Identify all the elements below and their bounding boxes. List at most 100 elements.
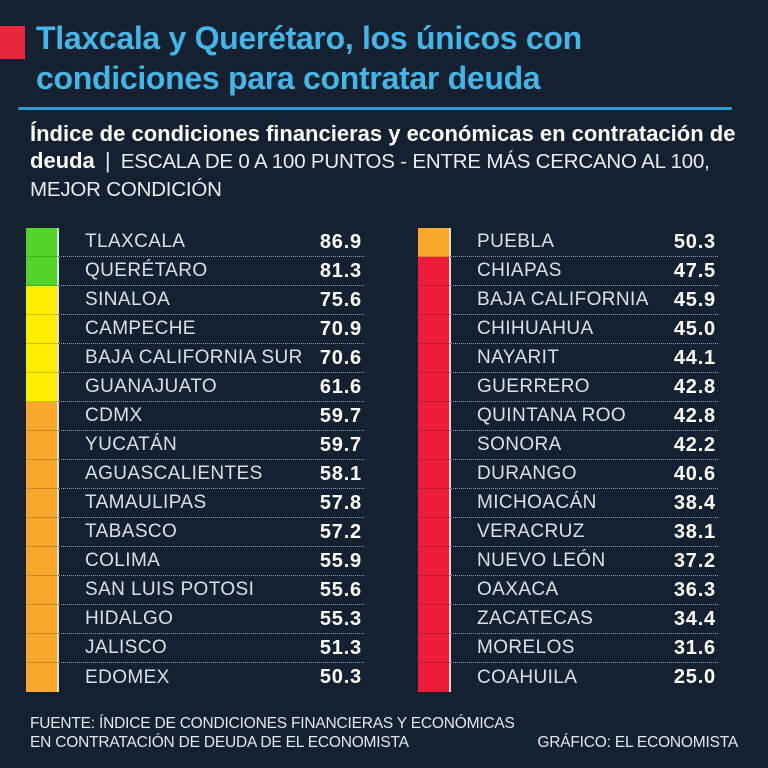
state-row-content: JALISCO 51.3: [57, 634, 364, 663]
chart-subtitle: Índice de condiciones financieras y econ…: [30, 120, 736, 203]
state-score: 42.2: [673, 433, 716, 456]
tier-color-swatch: [418, 634, 449, 663]
state-name: ZACATECAS: [477, 608, 594, 629]
tier-color-swatch: [418, 344, 449, 373]
state-row: QUINTANA ROO 42.8: [418, 402, 718, 431]
state-row-content: GUERRERO 42.8: [449, 373, 718, 402]
tier-color-swatch: [418, 402, 449, 431]
state-row-content: CHIHUAHUA 45.0: [449, 315, 718, 344]
ranking-column-left: TLAXCALA 86.9 QUERÉTARO 81.3 SINALOA 75.6 CAMP…: [26, 228, 364, 692]
subtitle-separator: |: [104, 148, 111, 173]
state-row: JALISCO 51.3: [26, 634, 364, 663]
state-row: NAYARIT 44.1: [418, 344, 718, 373]
tier-color-swatch: [26, 402, 57, 431]
state-score: 61.6: [319, 375, 362, 398]
state-row-content: MORELOS 31.6: [449, 634, 718, 663]
state-row-content: COAHUILA 25.0: [449, 663, 718, 692]
tier-color-swatch: [26, 344, 57, 373]
state-score: 86.9: [319, 230, 362, 253]
state-row-content: CDMX 59.7: [57, 402, 364, 431]
state-name: SONORA: [477, 434, 562, 455]
state-row: AGUASCALIENTES 58.1: [26, 460, 364, 489]
state-name: QUINTANA ROO: [477, 405, 627, 426]
state-score: 37.2: [673, 549, 716, 572]
source-note: FUENTE: ÍNDICE DE CONDICIONES FINANCIERA…: [30, 714, 515, 752]
state-row: SAN LUIS POTOSI 55.6: [26, 576, 364, 605]
state-score: 38.4: [673, 491, 716, 514]
state-score: 51.3: [319, 636, 362, 659]
state-row: MORELOS 31.6: [418, 634, 718, 663]
tier-color-swatch: [26, 315, 57, 344]
state-row: SONORA 42.2: [418, 431, 718, 460]
state-score: 75.6: [319, 288, 362, 311]
state-row: CHIHUAHUA 45.0: [418, 315, 718, 344]
state-score: 55.3: [319, 607, 362, 630]
page-title: Tlaxcala y Querétaro, los únicos con cond…: [36, 18, 748, 98]
state-row-content: CAMPECHE 70.9: [57, 315, 364, 344]
state-row: ZACATECAS 34.4: [418, 605, 718, 634]
state-row-content: YUCATÁN 59.7: [57, 431, 364, 460]
state-row-content: NUEVO LEÓN 37.2: [449, 547, 718, 576]
state-name: OAXACA: [477, 579, 559, 600]
state-row: GUERRERO 42.8: [418, 373, 718, 402]
state-row: BAJA CALIFORNIA 45.9: [418, 286, 718, 315]
ranking-column-right: PUEBLA 50.3 CHIAPAS 47.5 BAJA CALIFORNIA 45.9…: [418, 228, 718, 692]
state-row: YUCATÁN 59.7: [26, 431, 364, 460]
state-score: 50.3: [319, 666, 362, 688]
state-name: MORELOS: [477, 637, 575, 658]
state-row-content: VERACRUZ 38.1: [449, 518, 718, 547]
source-line-1: FUENTE: ÍNDICE DE CONDICIONES FINANCIERA…: [30, 715, 515, 732]
state-row-content: OAXACA 36.3: [449, 576, 718, 605]
state-score: 59.7: [319, 404, 362, 427]
state-name: SAN LUIS POTOSI: [85, 579, 255, 600]
state-name: QUERÉTARO: [85, 260, 208, 281]
state-score: 70.6: [319, 346, 362, 369]
subtitle-scale-note: ESCALA DE 0 A 100 PUNTOS - ENTRE MÁS CER…: [30, 150, 710, 201]
tier-color-swatch: [418, 605, 449, 634]
tier-color-swatch: [418, 228, 449, 257]
state-score: 45.0: [673, 317, 716, 340]
tier-color-swatch: [418, 576, 449, 605]
state-row-content: COLIMA 55.9: [57, 547, 364, 576]
state-row-content: BAJA CALIFORNIA SUR 70.6: [57, 344, 364, 373]
state-name: EDOMEX: [85, 666, 170, 688]
tier-color-swatch: [418, 373, 449, 402]
state-score: 70.9: [319, 317, 362, 340]
tier-color-swatch: [26, 431, 57, 460]
state-row: CAMPECHE 70.9: [26, 315, 364, 344]
state-row: CHIAPAS 47.5: [418, 257, 718, 286]
state-row-content: PUEBLA 50.3: [449, 228, 718, 257]
state-row: EDOMEX 50.3: [26, 663, 364, 692]
state-score: 58.1: [319, 462, 362, 485]
state-score: 40.6: [673, 462, 716, 485]
tier-color-swatch: [26, 576, 57, 605]
state-row: HIDALGO 55.3: [26, 605, 364, 634]
state-row: TLAXCALA 86.9: [26, 228, 364, 257]
tier-color-swatch: [26, 460, 57, 489]
state-row-content: EDOMEX 50.3: [57, 663, 364, 692]
footer: FUENTE: ÍNDICE DE CONDICIONES FINANCIERA…: [0, 714, 768, 752]
state-row: CDMX 59.7: [26, 402, 364, 431]
state-row-content: SONORA 42.2: [449, 431, 718, 460]
state-name: DURANGO: [477, 463, 577, 484]
state-name: TLAXCALA: [85, 231, 186, 252]
state-row: BAJA CALIFORNIA SUR 70.6: [26, 344, 364, 373]
state-row-content: TABASCO 57.2: [57, 518, 364, 547]
state-name: MICHOACÁN: [477, 492, 597, 513]
state-name: NAYARIT: [477, 347, 560, 368]
tier-color-swatch: [418, 518, 449, 547]
state-name: CHIHUAHUA: [477, 318, 594, 339]
state-name: CHIAPAS: [477, 260, 562, 281]
state-name: HIDALGO: [85, 608, 174, 629]
state-score: 57.8: [319, 491, 362, 514]
state-name: COLIMA: [85, 550, 161, 571]
state-row-content: QUINTANA ROO 42.8: [449, 402, 718, 431]
state-row-content: BAJA CALIFORNIA 45.9: [449, 286, 718, 315]
state-score: 55.9: [319, 549, 362, 572]
state-name: YUCATÁN: [85, 434, 178, 455]
tier-color-swatch: [418, 489, 449, 518]
ranking-table: TLAXCALA 86.9 QUERÉTARO 81.3 SINALOA 75.6 CAMP…: [26, 228, 768, 692]
state-name: VERACRUZ: [477, 521, 585, 542]
state-row-content: TLAXCALA 86.9: [57, 228, 364, 257]
